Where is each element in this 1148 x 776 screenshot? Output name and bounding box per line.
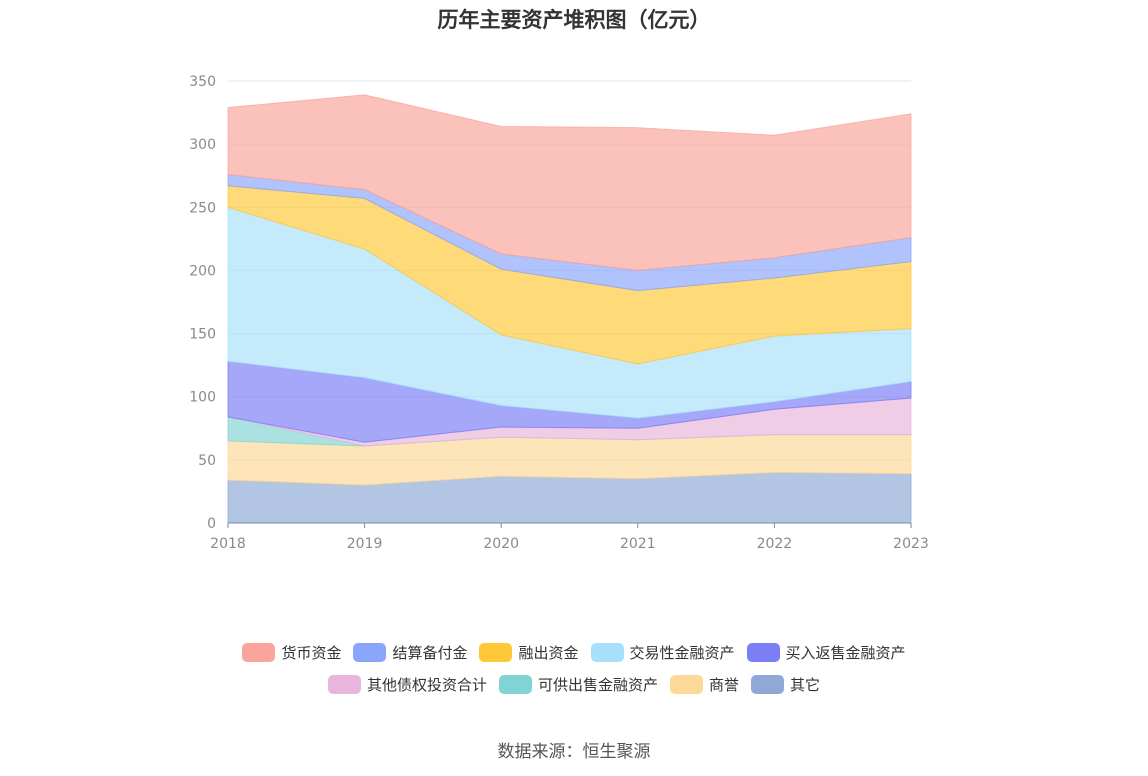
legend-label: 其他债权投资合计 — [366, 675, 487, 694]
legend-swatch — [746, 642, 780, 662]
stacked-area-chart: 0 50 100 150 200 250 300 350 2018 2019 2020 2021 202… — [189, 74, 929, 552]
legend-item[interactable]: 商誉 — [670, 674, 739, 695]
axes: 0 50 100 150 200 250 300 350 2018 2019 2020 2021 202… — [189, 74, 929, 552]
y-tick-label: 200 — [189, 263, 216, 279]
legend-swatch — [242, 642, 276, 662]
x-tick-label: 2023 — [893, 536, 929, 552]
legend-item[interactable]: 融出资金 — [479, 642, 579, 663]
legend-item[interactable]: 其他债权投资合计 — [327, 674, 487, 695]
legend-label: 买入返售金融资产 — [785, 643, 906, 662]
legend-item[interactable]: 可供出售金融资产 — [498, 674, 658, 695]
y-tick-label: 350 — [189, 74, 216, 90]
legend-label: 货币资金 — [281, 643, 342, 662]
legend-label: 可供出售金融资产 — [537, 675, 658, 694]
x-tick-label: 2019 — [347, 536, 383, 552]
y-tick-label: 0 — [207, 516, 216, 532]
area-series — [227, 94, 912, 524]
legend-item[interactable]: 货币资金 — [242, 642, 341, 663]
legend-label: 融出资金 — [518, 643, 579, 662]
y-tick-label: 100 — [189, 390, 216, 406]
legend-swatch — [353, 642, 387, 662]
legend-swatch — [590, 642, 624, 662]
legend-row-2: 其他债权投资合计 可供出售金融资产 商誉 其它 — [0, 668, 1148, 700]
y-tick-label: 150 — [189, 327, 216, 343]
legend-swatch — [751, 674, 785, 694]
x-tick-label: 2020 — [483, 536, 519, 552]
legend-swatch — [327, 674, 361, 694]
y-tick-label: 50 — [198, 453, 216, 469]
legend-item[interactable]: 其它 — [751, 674, 820, 695]
x-tick-label: 2018 — [210, 536, 246, 552]
legend-swatch — [498, 674, 532, 694]
area-series-9[interactable] — [227, 94, 912, 271]
legend-item[interactable]: 结算备付金 — [353, 642, 467, 663]
legend-row-1: 货币资金 结算备付金 融出资金 交易性金融资产 买入返售金融资产 — [0, 636, 1148, 668]
y-tick-label: 250 — [189, 200, 216, 216]
chart-title: 历年主要资产堆积图（亿元） — [437, 8, 711, 32]
source-note: 数据来源：恒生聚源 — [497, 742, 651, 762]
legend-label: 其它 — [790, 675, 821, 694]
legend-swatch — [479, 642, 513, 662]
legend-label: 商誉 — [709, 675, 740, 694]
legend: 货币资金 结算备付金 融出资金 交易性金融资产 买入返售金融资产 其他债权投资合计 可供出… — [0, 636, 1148, 700]
x-tick-label: 2021 — [620, 536, 656, 552]
x-tick-label: 2022 — [757, 536, 793, 552]
legend-label: 交易性金融资产 — [629, 643, 735, 662]
y-tick-label: 300 — [189, 137, 216, 153]
legend-item[interactable]: 交易性金融资产 — [590, 642, 735, 663]
legend-label: 结算备付金 — [392, 643, 468, 662]
legend-item[interactable]: 买入返售金融资产 — [746, 642, 906, 663]
legend-swatch — [670, 674, 703, 694]
